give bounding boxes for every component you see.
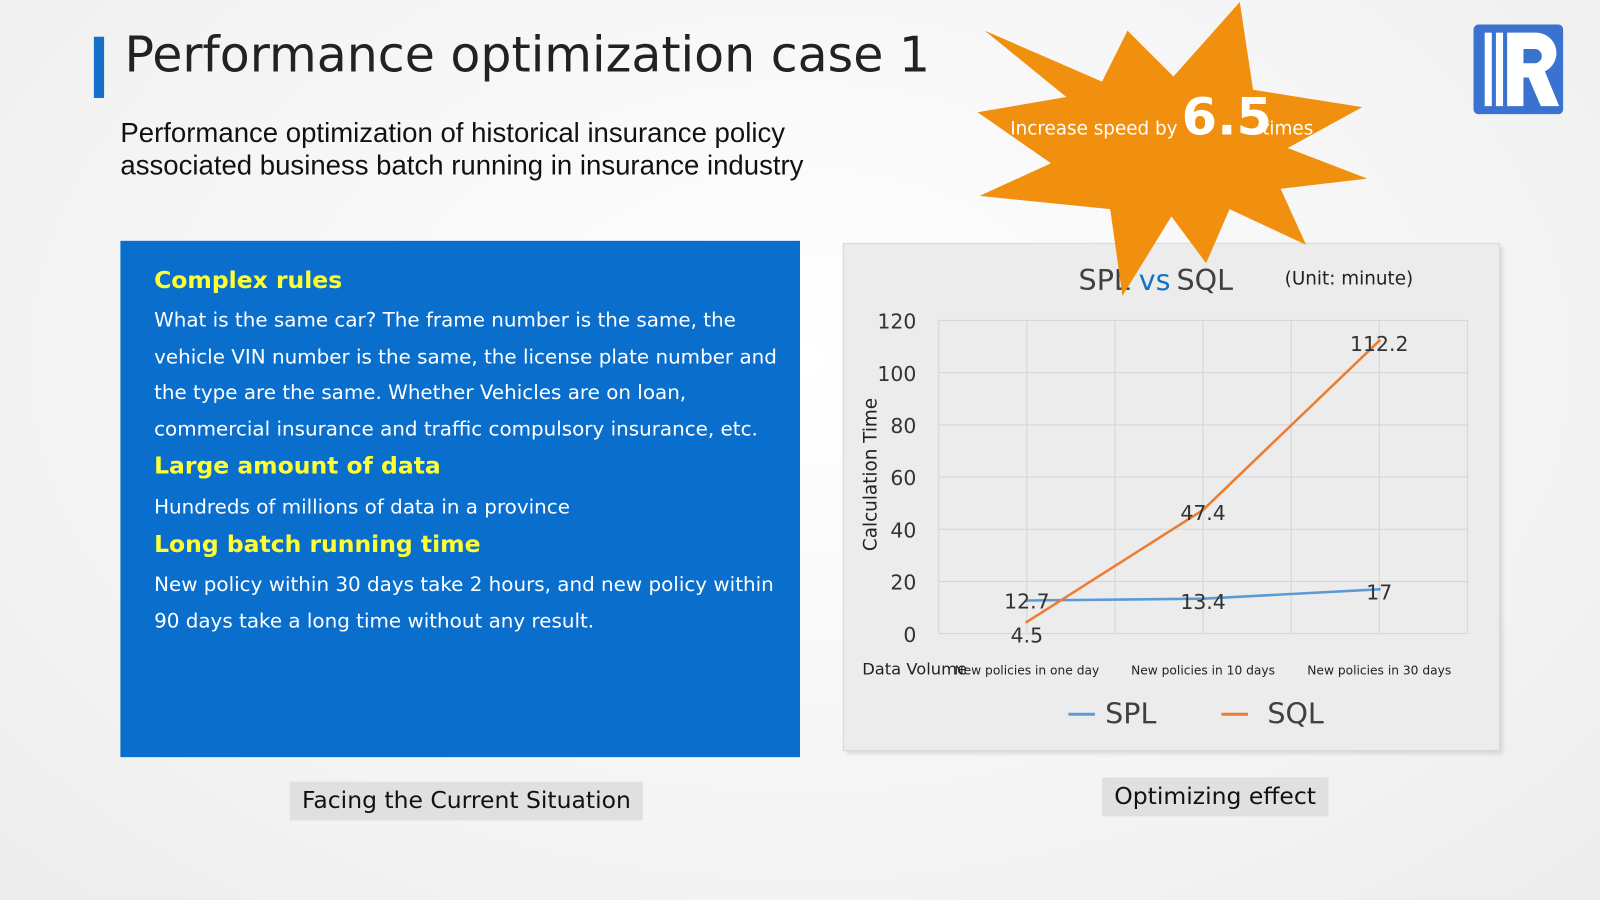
optimizing-effect-caption: Optimizing effect: [1102, 777, 1329, 817]
y-tick-label: 60: [890, 466, 916, 490]
data-label-spl: 17: [1366, 580, 1392, 604]
heading-long-batch: Long batch running time: [154, 531, 481, 559]
data-point-sql: [1201, 508, 1205, 512]
x-tick-label: New policies in 30 days: [1307, 663, 1451, 677]
text-complex-rules: What is the same car? The frame number i…: [154, 308, 777, 441]
data-point-sql: [1025, 620, 1029, 624]
chart-title-sql: SQL: [1177, 263, 1234, 297]
burst-value: 6.5: [1182, 89, 1272, 148]
data-point-sql: [1377, 339, 1381, 343]
data-label-spl: 12.7: [1004, 590, 1049, 614]
chart-title-vs: vs: [1139, 263, 1171, 297]
text-large-data: Hundreds of millions of data in a provin…: [154, 494, 570, 519]
x-axis-label: Data Volume: [862, 659, 967, 678]
data-point-spl: [1377, 587, 1381, 591]
data-point-spl: [1201, 597, 1205, 601]
chart-container: SPL vs SQL (Unit: minute) Calculation Ti…: [842, 242, 1500, 752]
data-label-sql: 47.4: [1180, 501, 1225, 525]
legend: SPL SQL: [1068, 696, 1324, 730]
chart-unit: (Unit: minute): [1285, 269, 1413, 290]
burst-suffix: times: [1262, 119, 1313, 140]
y-tick-label: 40: [890, 518, 916, 542]
heading-large-data: Large amount of data: [154, 453, 441, 480]
y-tick-label: 80: [890, 414, 916, 438]
page-subtitle: Performance optimization of historical i…: [120, 117, 804, 181]
x-tick-label: New policies in 10 days: [1131, 663, 1275, 677]
title-accent-bar: [93, 36, 105, 98]
y-axis-label: Calculation Time: [861, 398, 882, 551]
y-tick-label: 20: [890, 571, 916, 595]
data-label-spl: 13.4: [1180, 590, 1225, 614]
company-logo: [1473, 24, 1564, 115]
legend-sql-label: SQL: [1267, 696, 1324, 730]
page-title: Performance optimization case 1: [124, 26, 931, 84]
data-point-spl: [1025, 598, 1029, 603]
heading-complex-rules: Complex rules: [154, 267, 343, 294]
chart-title-spl: SPL: [1079, 263, 1130, 297]
line-chart: SPL vs SQL (Unit: minute) Calculation Ti…: [861, 263, 1468, 730]
data-label-sql: 112.2: [1350, 332, 1408, 356]
y-tick-label: 120: [877, 310, 916, 334]
data-label-sql: 4.5: [1011, 623, 1043, 647]
text-long-batch: New policy within 30 days take 2 hours, …: [154, 572, 774, 633]
situation-caption: Facing the Current Situation: [289, 781, 644, 821]
legend-spl-label: SPL: [1105, 696, 1156, 730]
burst-prefix: Increase speed by: [1010, 119, 1177, 140]
x-tick-label: New policies in one day: [954, 663, 1099, 677]
y-tick-label: 0: [903, 623, 916, 647]
y-tick-label: 100: [877, 362, 916, 386]
situation-panel: Complex rules What is the same car? The …: [120, 240, 800, 758]
